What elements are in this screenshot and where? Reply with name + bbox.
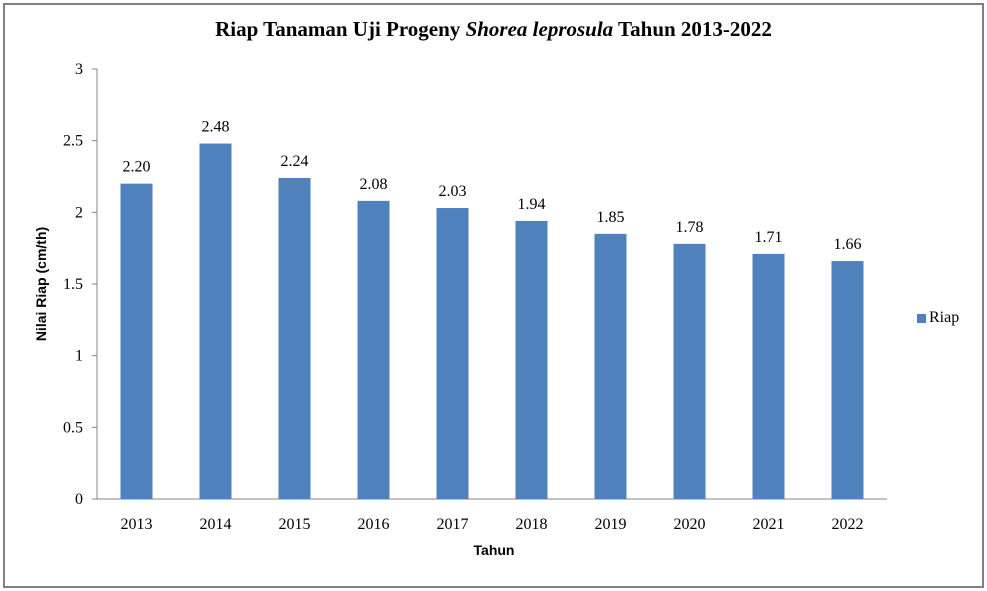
x-tick-label-2016: 2016 xyxy=(358,516,390,533)
data-label-2014: 2.48 xyxy=(202,119,230,136)
data-label-2018: 1.94 xyxy=(518,196,546,213)
legend-label: Riap xyxy=(929,309,960,326)
legend-swatch-icon xyxy=(917,313,926,323)
x-tick-label-2015: 2015 xyxy=(279,516,311,533)
y-axis-label: Nilai Riap (cm/th) xyxy=(33,226,49,342)
bar-2017 xyxy=(436,208,469,500)
bar-2020 xyxy=(673,243,706,499)
bar-2021 xyxy=(752,253,785,499)
data-label-2013: 2.20 xyxy=(123,159,151,176)
bar-2018 xyxy=(515,220,548,499)
bar-2022 xyxy=(831,261,864,499)
y-tick-label: 0.5 xyxy=(63,419,83,436)
y-tick-label: 0 xyxy=(75,491,83,508)
x-axis-label: Tahun xyxy=(473,542,515,558)
data-label-2022: 1.66 xyxy=(834,236,862,253)
data-label-2020: 1.78 xyxy=(676,219,704,236)
x-tick-label-2017: 2017 xyxy=(437,516,469,533)
chart-title: Riap Tanaman Uji Progeny Shorea leprosul… xyxy=(0,17,987,42)
data-label-2017: 2.03 xyxy=(439,183,467,200)
bar-2016 xyxy=(357,200,390,499)
y-tick-label: 2 xyxy=(75,204,83,221)
x-tick-label-2019: 2019 xyxy=(595,516,627,533)
data-label-2021: 1.71 xyxy=(755,229,783,246)
title-suffix: Tahun 2013-2022 xyxy=(613,17,772,41)
title-species: Shorea leprosula xyxy=(465,17,614,41)
y-tick-label: 1.5 xyxy=(63,276,83,293)
x-tick-label-2022: 2022 xyxy=(832,516,864,533)
chart-frame xyxy=(3,3,984,588)
data-label-2016: 2.08 xyxy=(360,176,388,193)
data-label-2015: 2.24 xyxy=(281,153,309,170)
bar-2015 xyxy=(278,177,311,499)
bar-2019 xyxy=(594,233,627,500)
y-tick-label: 2.5 xyxy=(63,133,83,150)
data-label-2019: 1.85 xyxy=(597,209,625,226)
bar-2013 xyxy=(120,183,153,499)
bar-2014 xyxy=(199,143,232,500)
x-tick-label-2020: 2020 xyxy=(674,516,706,533)
x-tick-label-2018: 2018 xyxy=(516,516,548,533)
y-tick-label: 1 xyxy=(75,348,83,365)
legend: Riap xyxy=(917,309,959,327)
y-tick-label: 3 xyxy=(75,61,83,78)
x-tick-label-2021: 2021 xyxy=(753,516,785,533)
title-prefix: Riap Tanaman Uji Progeny xyxy=(215,17,466,41)
x-tick-label-2013: 2013 xyxy=(121,516,153,533)
x-tick-label-2014: 2014 xyxy=(200,516,232,533)
